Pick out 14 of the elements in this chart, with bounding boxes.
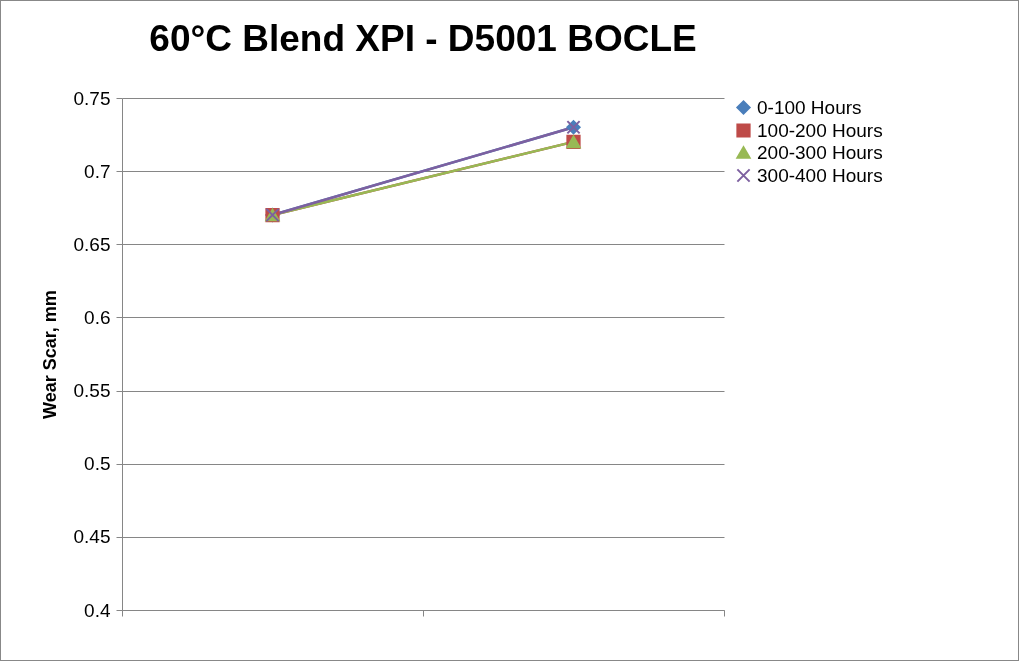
- y-tick-label: 0.4: [84, 599, 111, 621]
- y-tick-label: 0.65: [73, 233, 111, 255]
- legend-label: 0-100 Hours: [757, 96, 862, 118]
- legend-label: 200-300 Hours: [757, 141, 883, 163]
- y-tick-label: 0.75: [73, 87, 111, 109]
- y-tick-label: 0.7: [84, 160, 111, 182]
- y-tick-label: 0.6: [84, 306, 111, 328]
- y-axis-title: Wear Scar, mm: [39, 290, 60, 419]
- y-tick-label: 0.45: [73, 526, 111, 548]
- legend-label: 300-400 Hours: [757, 164, 883, 186]
- chart-title: 60°C Blend XPI - D5001 BOCLE: [149, 18, 697, 59]
- y-tick-label: 0.5: [84, 453, 111, 475]
- legend-label: 100-200 Hours: [757, 119, 883, 141]
- y-tick-label: 0.55: [73, 380, 111, 402]
